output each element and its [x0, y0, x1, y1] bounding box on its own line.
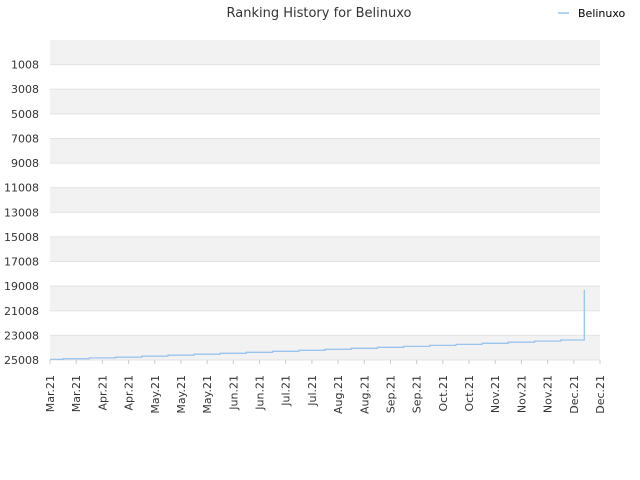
x-tick-label: Nov.21 — [542, 375, 555, 413]
y-tick-label: 3008 — [11, 83, 39, 96]
x-tick-label: Mar.21 — [70, 375, 83, 412]
y-tick-label: 21008 — [4, 305, 39, 318]
plot-band — [50, 310, 600, 336]
plot-background — [50, 40, 600, 360]
x-tick-label: Aug.21 — [332, 375, 345, 414]
y-tick-label: 17008 — [4, 256, 39, 269]
y-tick-label: 15008 — [4, 231, 39, 244]
plot-band — [50, 261, 600, 287]
plot-band — [50, 286, 600, 311]
plot-band — [50, 236, 600, 262]
x-axis: Mar.21 Mar.21 Apr.21 Apr.21 May.21 May.21 May.… — [44, 360, 607, 414]
plot-band — [50, 64, 600, 90]
x-tick-label: Apr.21 — [96, 375, 109, 411]
y-tick-label: 11008 — [4, 182, 39, 195]
y-tick-label: 19008 — [4, 280, 39, 293]
x-tick-label: Jul.21 — [306, 375, 319, 407]
legend: Belinuxo — [558, 7, 626, 20]
y-axis: 1008 3008 5008 7008 9008 11008 13008 15008 17008… — [4, 59, 39, 367]
x-tick-label: Jun.21 — [227, 375, 240, 411]
x-tick-label: Sep.21 — [384, 375, 397, 413]
x-tick-label: Dec.21 — [568, 375, 581, 414]
y-tick-label: 1008 — [11, 59, 39, 72]
plot-band — [50, 335, 600, 360]
x-tick-label: Mar.21 — [44, 375, 57, 412]
grid-lines — [50, 64, 600, 361]
plot-band — [50, 40, 600, 65]
x-tick-label: May.21 — [175, 375, 188, 414]
x-tick-label: Oct.21 — [463, 375, 476, 412]
chart-title: Ranking History for Belinuxo — [227, 6, 412, 21]
plot-band — [50, 113, 600, 139]
plot-band — [50, 212, 600, 237]
legend-label: Belinuxo — [578, 7, 626, 20]
x-tick-label: Apr.21 — [123, 375, 136, 411]
x-tick-label: Aug.21 — [358, 375, 371, 414]
x-tick-label: Jun.21 — [254, 375, 267, 411]
y-tick-label: 25008 — [4, 354, 39, 367]
series-line-belinuxo — [50, 289, 585, 361]
plot-band — [50, 138, 600, 164]
x-tick-label: Dec.21 — [594, 375, 607, 414]
x-tick-label: May.21 — [201, 375, 214, 414]
plot-band — [50, 89, 600, 114]
y-tick-label: 23008 — [4, 329, 39, 342]
x-tick-label: Nov.21 — [515, 375, 528, 413]
x-tick-label: Oct.21 — [437, 375, 450, 412]
x-tick-label: Nov.21 — [489, 375, 502, 413]
x-tick-label: Sep.21 — [411, 375, 424, 413]
x-tick-label: Jul.21 — [280, 375, 293, 407]
y-tick-label: 13008 — [4, 206, 39, 219]
x-tick-label: May.21 — [149, 375, 162, 414]
plot-band — [50, 187, 600, 213]
y-tick-label: 7008 — [11, 132, 39, 145]
plot-band — [50, 163, 600, 188]
y-tick-label: 9008 — [11, 157, 39, 170]
y-tick-label: 5008 — [11, 108, 39, 121]
